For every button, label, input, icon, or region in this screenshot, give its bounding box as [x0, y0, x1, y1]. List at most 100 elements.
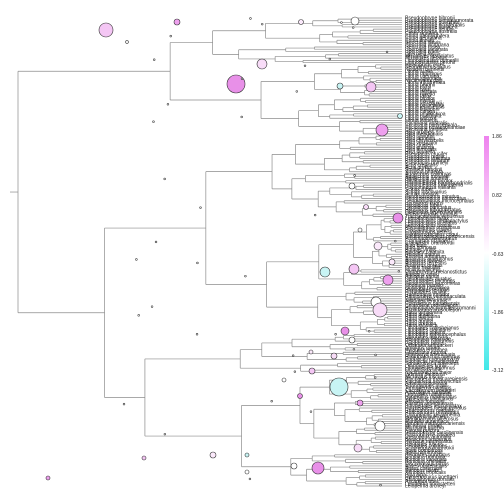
node-marker: [375, 123, 389, 137]
tip-label: Centrolene prosoblepon: [405, 303, 459, 309]
tip-label: Afrixalus fornasini: [405, 399, 444, 405]
tip-label: Pseudacris brimleyi: [405, 160, 448, 166]
node-marker: [98, 22, 114, 38]
tip-label: Litoria nudidigita: [405, 114, 442, 120]
tip-label: Geocrinia rosea: [405, 45, 441, 51]
tip-label: Ranitomeya ventrimaculata: [405, 294, 466, 300]
node-marker: [153, 58, 156, 61]
tip-label: Litoria ewingii: [405, 98, 435, 104]
node-marker: [240, 77, 244, 81]
tip-label: Bombina bombina: [405, 455, 446, 461]
tip-label: Pseudacris feriarum: [405, 158, 449, 164]
tip-label: Uperoleia tyleri: [405, 49, 438, 55]
tip-label: Oophaga histrionica: [405, 285, 450, 291]
tip-label: Geocrinia victoriana: [405, 42, 449, 48]
tip-label: Allobates femoralis: [405, 299, 448, 305]
node-marker: [363, 204, 369, 210]
tip-label: Litoria rubella: [405, 91, 435, 97]
tip-label: Crinia tinnula: [405, 38, 434, 44]
tip-label: Limnonectes kuhlii: [405, 363, 446, 369]
node-marker: [397, 270, 401, 273]
tip-label: Atelopus zeteki: [405, 272, 439, 278]
node-marker: [154, 240, 158, 244]
tip-label: Litoria raniformis: [405, 71, 442, 77]
tip-label: Litoria citropa: [405, 109, 435, 115]
tip-label: Uperoleia laevigata: [405, 47, 448, 53]
tip-label: Hyla cinerea: [405, 143, 433, 149]
tip-label: Ascaphus truei: [405, 479, 438, 485]
tip-label: Kaloula pulchra: [405, 428, 440, 434]
tip-label: Dendrobates auratus: [405, 276, 452, 282]
tip-label: Ptychadena oxyrhynchus: [405, 379, 461, 385]
node-marker: [195, 333, 199, 336]
node-marker: [256, 58, 268, 70]
tip-label: Lithobates palustris: [405, 334, 449, 340]
node-marker: [397, 113, 403, 119]
tip-label: Craugastor bransfordii: [405, 241, 454, 247]
tip-label: Litoria aurea: [405, 69, 433, 75]
tip-label: Dyscophus antongilii: [405, 435, 451, 441]
node-marker: [340, 21, 343, 24]
tip-label: Physalaemus cuvieri: [405, 227, 451, 233]
tip-label: Eleutherodactylus coqui: [405, 232, 458, 238]
tip-label: Nyctibatrachus major: [405, 370, 452, 376]
tip-label: Anaxyrus fowleri: [405, 259, 442, 265]
node-marker: [261, 22, 264, 26]
tip-label: Rhinella marina: [405, 252, 440, 258]
tip-label: Incilius valliceps: [405, 267, 441, 273]
tip-label: Agalychnis callidryas: [405, 172, 452, 178]
tip-label: Incilius nebulifer: [405, 265, 441, 271]
node-marker: [141, 455, 147, 461]
tip-label: Litoria dentata: [405, 89, 437, 95]
tip-label: Cyclorana platycephala: [405, 123, 457, 129]
tip-label: Bufotes viridis: [405, 247, 437, 253]
tip-label: Hoplobatrachus tigerinus: [405, 354, 461, 360]
tip-label: Strongylopus grayii: [405, 383, 448, 389]
node-marker: [348, 263, 360, 275]
tip-label: Arthroleptis variabilis: [405, 390, 452, 396]
tip-label: Pelodytes punctatus: [405, 452, 451, 458]
tip-label: Limnodynastes dumerilii: [405, 58, 459, 64]
node-marker: [281, 377, 287, 383]
node-marker: [313, 213, 317, 217]
tip-label: Neobatrachus pictus: [405, 65, 451, 71]
tip-label: Nyctimystes dayi: [405, 78, 443, 84]
tip-label: Xenopus laevis: [405, 468, 439, 474]
tip-label: Scinax ruber: [405, 187, 433, 193]
tip-label: Hylarana erythraea: [405, 348, 448, 354]
node-marker: [290, 462, 298, 470]
tip-label: Craugastor fitzingeri: [405, 238, 450, 244]
tip-label: Anaxyrus terrestris: [405, 261, 447, 267]
tip-label: Rana aurora: [405, 319, 433, 325]
tip-label: Rhinophrynus dorsalis: [405, 477, 455, 483]
tip-label: Breviceps adspersus: [405, 437, 452, 443]
tip-label: Litoria lesueuri: [405, 118, 438, 124]
tip-label: Litoria phyllochroa: [405, 111, 446, 117]
tip-label: Pelobates fuscus: [405, 441, 444, 447]
legend-color-bar: [484, 136, 489, 370]
tip-label: Hyla arborea: [405, 129, 434, 135]
tip-label: Rana arvalis: [405, 312, 433, 318]
tip-label: Leptodactylus ocellatus: [405, 221, 457, 227]
tip-label: Micrixalus fuscus: [405, 374, 444, 380]
tip-label: Agalychnis moreletii: [405, 174, 449, 180]
tip-label: Pseudophryne semimarmorata: [405, 18, 474, 24]
tip-label: Hyla femoralis: [405, 147, 437, 153]
tip-label: Litoria paraewingi: [405, 103, 444, 109]
node-marker: [270, 399, 273, 403]
tip-label: Bufo spinosus: [405, 245, 437, 251]
tip-label: Rana temporaria: [405, 310, 442, 316]
tip-label: Bombina orientalis: [405, 459, 447, 465]
node-marker: [166, 103, 170, 106]
tip-label: Anaxyrus boreas: [405, 263, 443, 269]
tip-label: Crinia parinsignifera: [405, 33, 450, 39]
tip-label: Leiopelma archeyi: [405, 484, 446, 490]
tip-label: Hyperolius marmoratus: [405, 394, 457, 400]
node-marker: [388, 258, 396, 266]
node-marker: [340, 326, 350, 336]
tip-label: Bufo bufo: [405, 243, 427, 249]
tip-label: Fejervarya limnocharis: [405, 352, 456, 358]
node-marker: [152, 120, 155, 123]
node-marker: [394, 239, 397, 243]
node-marker: [244, 452, 250, 458]
